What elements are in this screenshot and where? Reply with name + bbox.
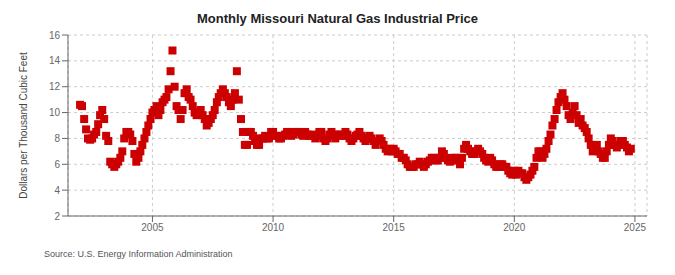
svg-text:2015: 2015 [383, 222, 406, 233]
svg-text:2020: 2020 [503, 222, 526, 233]
svg-text:16: 16 [49, 30, 61, 41]
html-text:Monthly Missouri Natural Gas I: Monthly Missouri Natural Gas Industrial … [197, 11, 478, 26]
svg-text:2010: 2010 [262, 222, 285, 233]
svg-text:2: 2 [54, 211, 60, 222]
svg-text:2005: 2005 [141, 222, 164, 233]
svg-text:12: 12 [49, 81, 61, 92]
html-text:Source: U.S. Energy Informatio: Source: U.S. Energy Information Administ… [44, 249, 233, 259]
svg-text:4: 4 [54, 185, 60, 196]
svg-text:Dollars per Thousand Cubic Fee: Dollars per Thousand Cubic Feet [18, 52, 29, 199]
svg-text:6: 6 [54, 159, 60, 170]
svg-text:10: 10 [49, 107, 61, 118]
svg-text:2025: 2025 [624, 222, 647, 233]
svg-text:14: 14 [49, 55, 61, 66]
svg-text:8: 8 [54, 133, 60, 144]
